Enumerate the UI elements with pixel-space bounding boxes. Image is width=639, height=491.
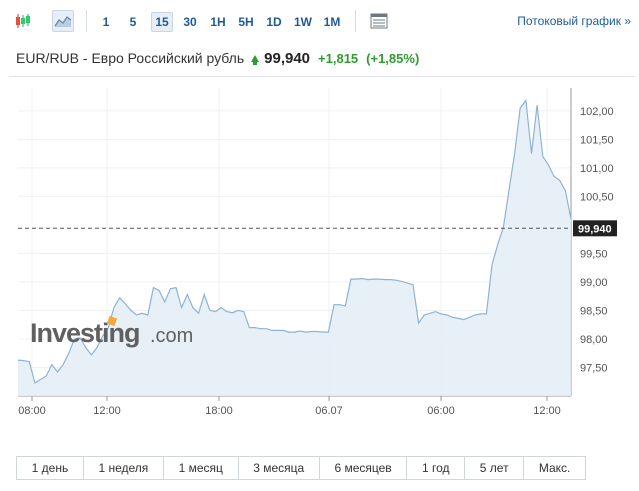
period-max[interactable]: Макс. [538,461,571,475]
toolbar-separator [355,10,356,32]
table-icon[interactable] [368,10,390,32]
period-1-day[interactable]: 1 день [17,457,84,479]
period-6-months[interactable]: 6 месяцев [320,457,408,479]
y-tick-label: 102,00 [580,106,614,118]
investing-watermark: Investing .com [30,315,193,348]
y-tick-label: 99,50 [580,248,608,260]
period-1-month[interactable]: 1 месяц [164,457,239,479]
period-5-years[interactable]: 5 лет [465,457,525,479]
instrument-name: EUR/RUB - Евро Российский рубль [16,50,245,66]
toolbar-separator [86,10,87,32]
period-1-year[interactable]: 1 год [407,457,466,479]
x-tick-label: 12:00 [533,405,561,417]
timeframe-1m[interactable]: 1M [323,15,341,29]
timeframe-1h[interactable]: 1H [210,15,226,29]
x-tick-label: 08:00 [18,405,46,417]
header-divider [9,76,635,77]
timeframe-1d[interactable]: 1D [266,15,282,29]
instrument-header: EUR/RUB - Евро Российский рубль 99,940 +… [16,48,419,68]
period-1-week[interactable]: 1 неделя [84,457,164,479]
candlestick-icon[interactable] [12,10,34,32]
price-chart[interactable]: Investing .com 102,00 101,50 101,00 100,50 9… [0,80,639,420]
current-price-tag: 99,940 [573,220,617,237]
y-tick-label: 101,00 [580,163,614,175]
y-tick-label: 99,00 [580,277,608,289]
timeframe-15[interactable]: 15 [151,12,173,32]
y-tick-label: 98,00 [580,334,608,346]
arrow-up-icon [251,54,260,65]
streaming-chart-link[interactable]: Потоковый график » [517,14,631,28]
price-change: +1,815 [318,50,359,66]
y-tick-label: 100,50 [580,191,614,203]
last-price: 99,940 [264,49,311,67]
x-tick-label: 06.07 [315,405,343,417]
chart-toolbar: 1 5 15 30 1H 5H 1D 1W 1M Потоковый графи… [0,0,639,42]
x-tick-label: 12:00 [93,405,121,417]
timeframe-1w[interactable]: 1W [294,15,312,29]
timeframe-30[interactable]: 30 [183,15,197,29]
area-chart-icon[interactable] [52,10,74,32]
current-price-label: 99,940 [578,223,612,235]
timeframe-5h[interactable]: 5H [238,15,254,29]
y-tick-label: 101,50 [580,134,614,146]
price-area [18,100,571,396]
x-tick-label: 18:00 [205,405,233,417]
timeframe-1[interactable]: 1 [102,15,110,29]
price-change-percent: (+1,85%) [366,50,420,66]
period-3-months[interactable]: 3 месяца [239,457,320,479]
x-tick-label: 06:00 [427,405,455,417]
timeframe-5[interactable]: 5 [129,15,137,29]
y-tick-label: 98,50 [580,305,608,317]
period-selector: 1 день 1 неделя 1 месяц 3 месяца 6 месяц… [16,456,586,480]
watermark-suffix: .com [150,325,193,347]
watermark-brand: Investing [30,318,140,348]
y-tick-label: 97,50 [580,362,608,374]
